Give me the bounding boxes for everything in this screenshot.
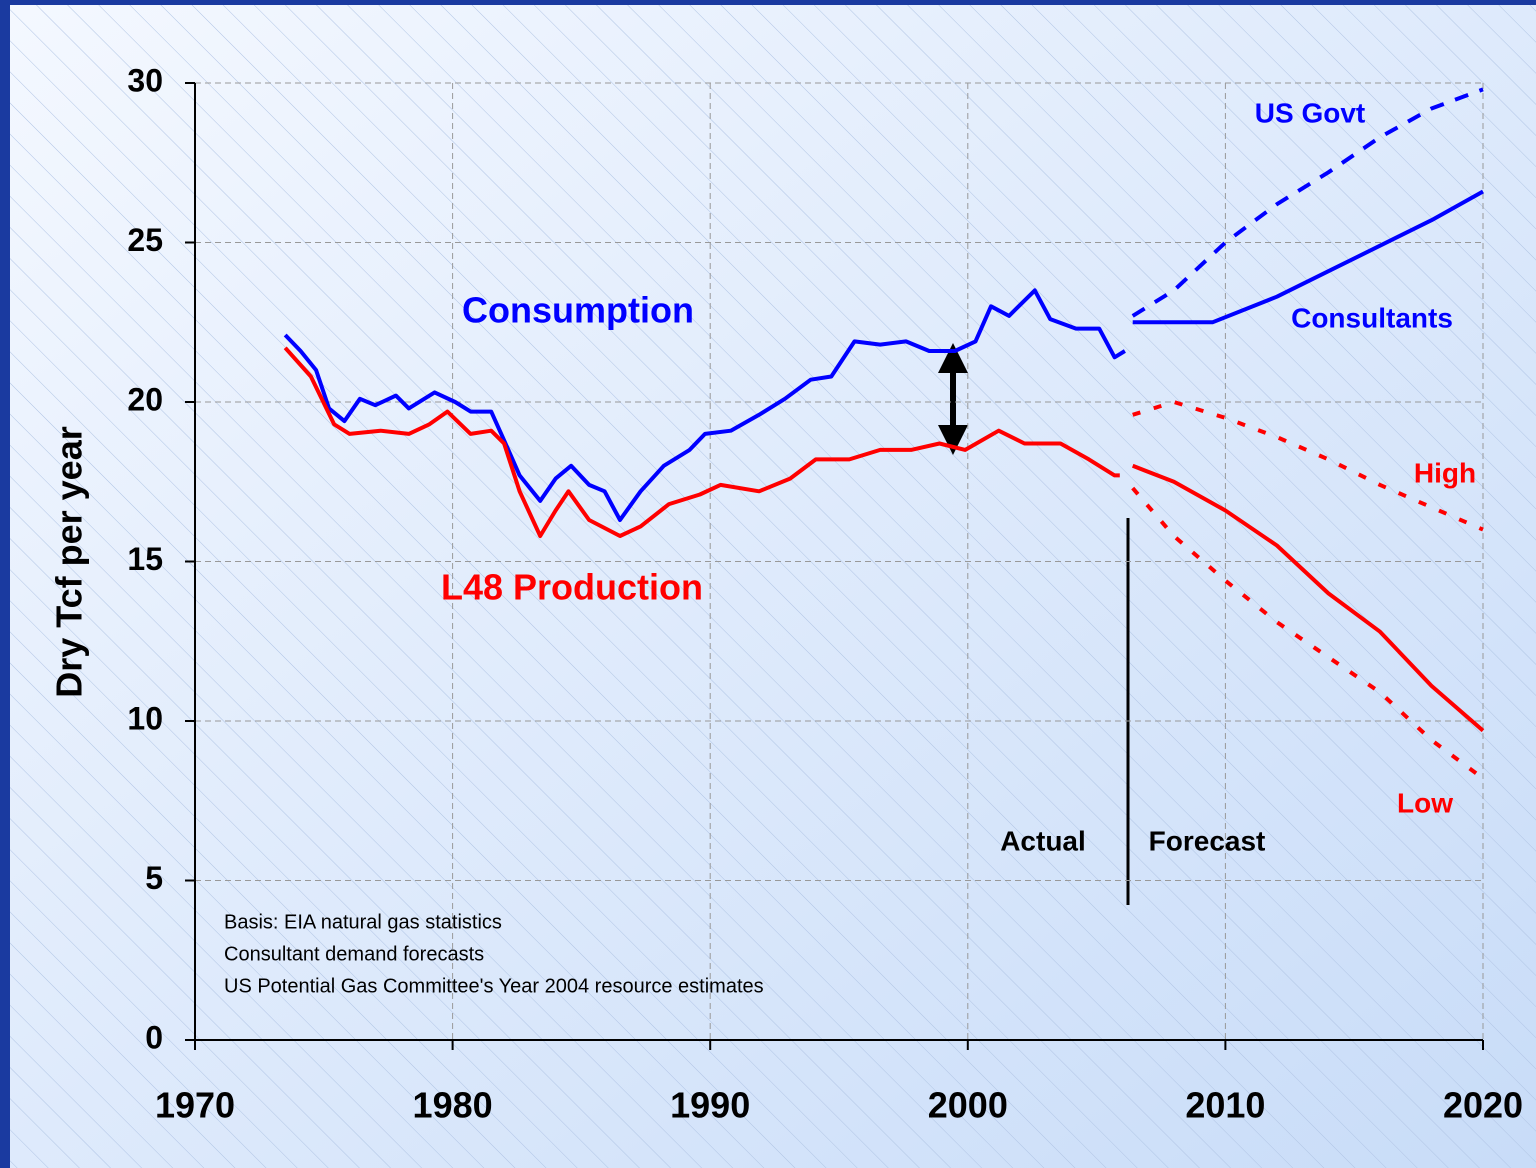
x-tick-label: 1970 (155, 1085, 235, 1126)
x-tick-label: 2020 (1443, 1085, 1523, 1126)
x-tick-label: 1990 (670, 1085, 750, 1126)
y-tick-label: 0 (145, 1019, 163, 1055)
series-line (283, 346, 1120, 538)
y-tick-label: 10 (127, 700, 163, 736)
y-tick-label: 5 (145, 860, 163, 896)
series-line (1132, 400, 1484, 532)
series-line (1131, 87, 1484, 318)
y-axis-label: Dry Tcf per year (49, 426, 90, 697)
hatching (10, 5, 1536, 1168)
annotation: Forecast (1149, 825, 1266, 856)
note: Consultant demand forecasts (224, 943, 484, 965)
y-tick-label: 25 (127, 222, 163, 258)
note: Basis: EIA natural gas statistics (224, 911, 502, 933)
x-tick-label: 1980 (413, 1085, 493, 1126)
x-tick-label: 2010 (1185, 1085, 1265, 1126)
series-label: Low (1397, 787, 1453, 818)
note: US Potential Gas Committee's Year 2004 r… (224, 975, 764, 997)
series-line (283, 288, 1126, 522)
series-line (1132, 189, 1484, 325)
series-line (1131, 463, 1485, 733)
y-tick-label: 15 (127, 541, 163, 577)
y-tick-label: 30 (127, 62, 163, 98)
series-label: Consultants (1291, 302, 1453, 333)
y-tick-label: 20 (127, 381, 163, 417)
series-label: Consumption (462, 290, 694, 331)
series-label: US Govt (1255, 97, 1365, 128)
annotation: Actual (1000, 825, 1086, 856)
series-line (1131, 486, 1485, 781)
series-label: L48 Production (441, 567, 703, 608)
series-label: High (1414, 457, 1476, 488)
x-tick-label: 2000 (928, 1085, 1008, 1126)
